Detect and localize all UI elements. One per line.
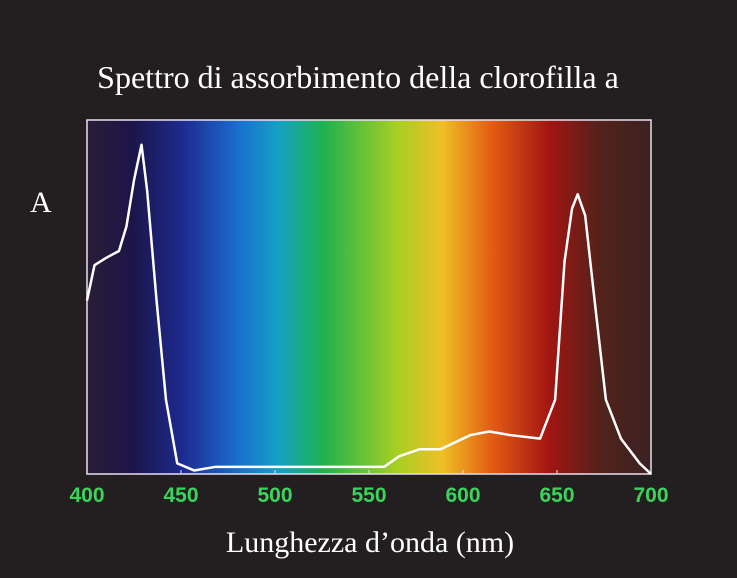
plot-area: [86, 119, 652, 475]
x-tick-label: 550: [351, 484, 386, 507]
chart-title: Spettro di assorbimento della clorofilla…: [97, 59, 619, 95]
x-tick-label: 450: [163, 484, 198, 507]
x-tick-label: 650: [539, 484, 574, 507]
x-tick-label: 400: [69, 484, 104, 507]
data-line: [85, 143, 652, 475]
y-axis-label: A: [30, 186, 52, 219]
x-tick-label: 600: [445, 484, 480, 507]
x-axis-label: Lunghezza d’onda (nm): [226, 526, 514, 559]
x-tick-label: 500: [257, 484, 292, 507]
x-tick-label: 700: [633, 484, 668, 507]
